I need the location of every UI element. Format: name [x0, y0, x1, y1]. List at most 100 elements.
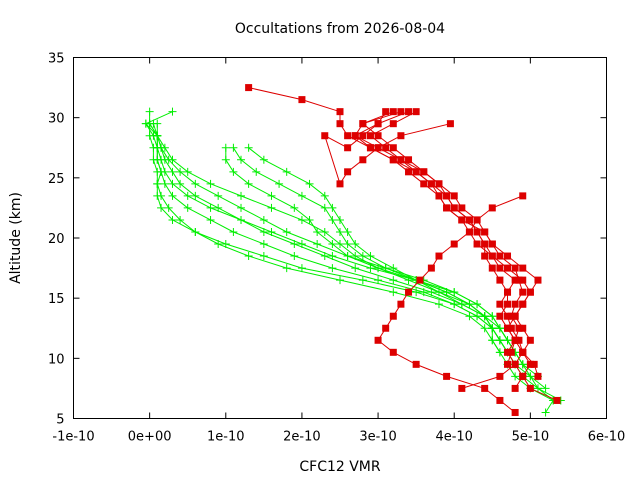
data-point — [168, 167, 177, 176]
data-point — [290, 252, 299, 261]
data-point — [420, 168, 428, 176]
data-point — [157, 191, 166, 200]
data-point — [504, 312, 512, 320]
data-point — [321, 132, 329, 140]
data-point — [297, 215, 306, 224]
data-point — [366, 252, 375, 261]
chart-title: Occultations from 2026-08-04 — [235, 21, 445, 37]
data-point — [389, 312, 397, 320]
y-tick-label: 25 — [48, 172, 65, 187]
data-point — [480, 324, 489, 333]
data-point — [252, 167, 261, 176]
data-point — [511, 336, 519, 344]
y-axis: 5 10 15 20 25 30 35 — [48, 52, 607, 428]
data-point — [206, 179, 215, 188]
data-point — [282, 227, 291, 236]
data-point — [465, 216, 473, 224]
data-point — [374, 132, 382, 140]
data-point — [344, 132, 352, 140]
y-tick-label: 10 — [48, 352, 65, 367]
data-point — [553, 396, 561, 404]
data-point — [282, 264, 291, 273]
data-point — [481, 384, 489, 392]
data-point — [405, 168, 413, 176]
data-point — [221, 143, 230, 152]
y-tick-label: 35 — [48, 52, 65, 67]
data-point — [519, 300, 527, 308]
data-point — [290, 203, 299, 212]
data-point — [496, 372, 504, 380]
data-point — [504, 348, 512, 356]
data-point — [504, 288, 512, 296]
data-point — [336, 240, 344, 249]
data-point — [405, 108, 413, 116]
data-point — [320, 227, 329, 236]
data-point — [145, 107, 154, 116]
data-point — [507, 324, 515, 332]
data-point — [526, 288, 534, 296]
data-point — [374, 264, 383, 273]
data-point — [206, 203, 215, 212]
data-point — [496, 264, 504, 272]
data-point — [511, 384, 519, 392]
data-point — [526, 360, 534, 368]
data-point — [336, 120, 344, 128]
data-point — [496, 396, 504, 404]
data-point — [153, 119, 162, 128]
data-point — [168, 107, 177, 116]
data-point — [495, 336, 504, 345]
plot-series — [141, 84, 565, 417]
data-point — [351, 132, 359, 140]
data-point — [328, 252, 337, 261]
data-point — [515, 336, 523, 344]
data-point — [259, 252, 268, 261]
data-point — [534, 276, 542, 284]
data-point — [488, 312, 497, 321]
data-point — [244, 252, 253, 261]
data-point — [465, 228, 473, 236]
data-point — [526, 336, 534, 344]
data-point — [507, 348, 515, 356]
data-point — [533, 384, 542, 393]
data-point — [168, 215, 177, 224]
data-point — [488, 240, 496, 248]
data-point — [191, 227, 200, 236]
data-point — [389, 108, 397, 116]
series-10 — [145, 119, 504, 357]
data-point — [519, 348, 527, 356]
data-point — [515, 276, 523, 284]
data-point — [382, 108, 390, 116]
data-point — [157, 203, 166, 212]
data-point — [221, 155, 230, 164]
data-point — [434, 288, 443, 297]
series-line — [232, 147, 501, 341]
data-point — [336, 108, 344, 116]
data-point — [351, 264, 360, 273]
data-point — [244, 179, 253, 188]
data-point — [374, 336, 382, 344]
data-point — [389, 156, 397, 164]
data-point — [511, 300, 519, 308]
data-point — [443, 192, 451, 200]
series-9 — [244, 143, 497, 333]
data-point — [297, 240, 306, 249]
data-point — [366, 132, 374, 140]
data-point — [153, 179, 162, 188]
data-point — [519, 372, 527, 380]
data-point — [412, 168, 420, 176]
data-point — [458, 384, 466, 392]
data-point — [328, 215, 337, 224]
data-point — [511, 264, 519, 272]
series-line — [354, 111, 539, 377]
data-point — [504, 324, 512, 332]
data-point — [511, 276, 519, 284]
data-point — [397, 156, 405, 164]
data-point — [259, 240, 268, 249]
data-point — [519, 264, 527, 272]
data-point — [343, 227, 352, 236]
data-point — [511, 360, 519, 368]
data-point — [496, 252, 504, 260]
series-5 — [141, 119, 542, 381]
data-point — [435, 252, 443, 260]
